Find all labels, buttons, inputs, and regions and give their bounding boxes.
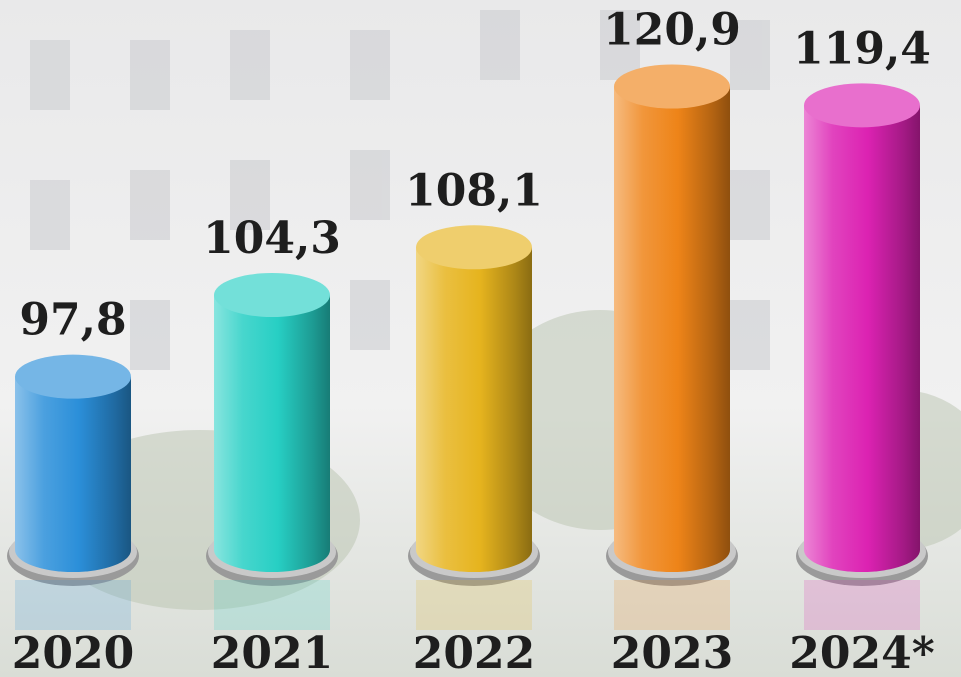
bar <box>614 86 730 550</box>
bar <box>214 295 330 550</box>
bar-top <box>214 273 330 318</box>
x-tick-label: 2021 <box>211 628 333 677</box>
bar-reflection <box>214 580 330 630</box>
bar <box>804 105 920 550</box>
value-label: 104,3 <box>203 213 341 264</box>
bar-reflection <box>804 580 920 630</box>
value-label: 119,4 <box>793 23 931 74</box>
bar-reflection <box>416 580 532 630</box>
building-windows <box>30 10 770 370</box>
value-label: 97,8 <box>19 295 126 346</box>
value-label: 108,1 <box>405 165 543 216</box>
x-tick-label: 2023 <box>611 628 733 677</box>
bar-top <box>416 225 532 270</box>
bar-top <box>15 354 131 399</box>
x-tick-label: 2024* <box>789 628 934 677</box>
bar-reflection <box>614 580 730 630</box>
x-tick-label: 2022 <box>413 628 535 677</box>
bar <box>15 376 131 550</box>
bar-reflection <box>15 580 131 630</box>
bar-top <box>804 83 920 128</box>
value-label: 120,9 <box>603 5 741 56</box>
x-tick-label: 2020 <box>12 628 134 677</box>
bar-top <box>614 64 730 109</box>
bar <box>416 247 532 550</box>
